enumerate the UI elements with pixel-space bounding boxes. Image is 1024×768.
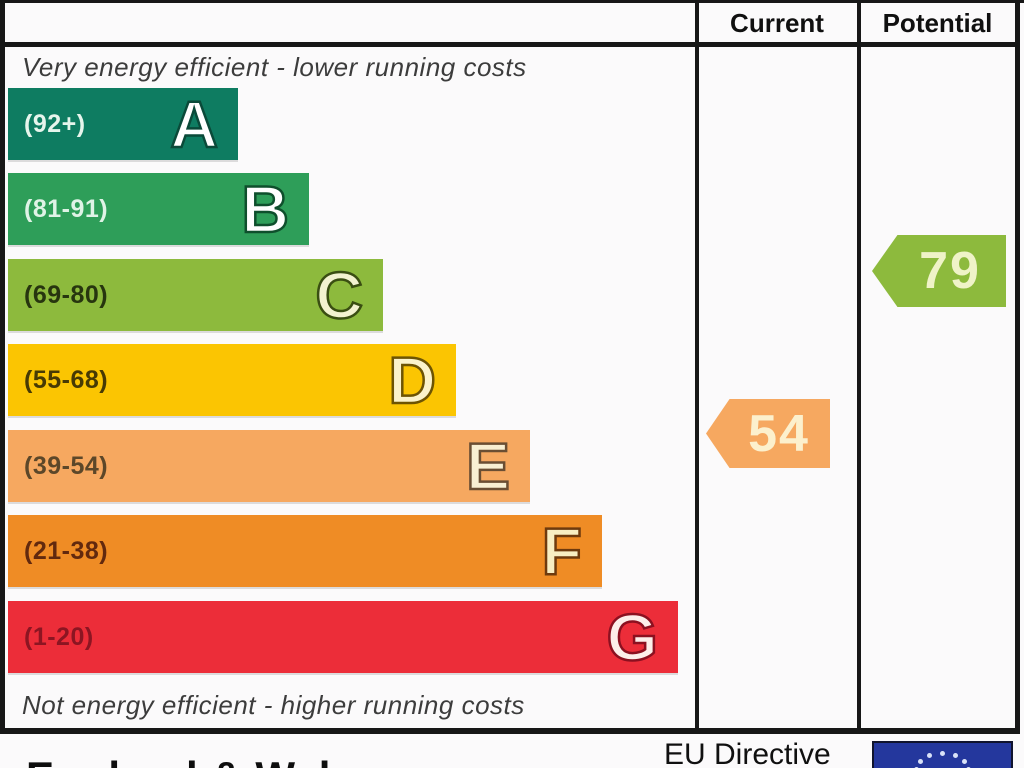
band-g-range: (1-20) — [24, 622, 94, 651]
band-c-range: (69-80) — [24, 280, 109, 309]
current-column-divider — [695, 0, 699, 733]
band-f-letter: F — [540, 514, 583, 588]
band-d: (55-68) D — [8, 344, 456, 416]
band-f-range: (21-38) — [24, 536, 109, 565]
band-d-letter: D — [387, 343, 437, 417]
left-border — [0, 0, 5, 734]
band-d-range: (55-68) — [24, 365, 109, 394]
band-b-range: (81-91) — [24, 194, 109, 223]
header-divider-line — [0, 42, 1020, 47]
current-rating-value: 54 — [748, 404, 810, 463]
top-caption: Very energy efficient - lower running co… — [22, 52, 527, 82]
potential-rating-value: 79 — [919, 242, 981, 300]
eu-flag-icon — [872, 741, 1013, 768]
eu-directive-label: EU Directive — [664, 738, 831, 768]
eu-flag-star — [918, 759, 923, 764]
bottom-caption: Not energy efficient - higher running co… — [22, 690, 525, 720]
potential-column-header: Potential — [882, 8, 993, 38]
band-a-letter: A — [169, 87, 219, 161]
band-g: (1-20) G — [8, 601, 678, 673]
top-border — [0, 0, 1024, 3]
eu-flag-star — [962, 759, 967, 764]
potential-column-divider — [857, 0, 861, 733]
band-e: (39-54) E — [8, 430, 530, 502]
right-border — [1015, 0, 1020, 733]
band-c: (69-80) C — [8, 259, 383, 331]
band-g-letter: G — [605, 600, 659, 674]
eu-flag-star — [953, 753, 958, 758]
band-e-letter: E — [465, 429, 512, 503]
band-c-letter: C — [314, 258, 364, 332]
eu-flag-star — [940, 751, 945, 756]
band-e-range: (39-54) — [24, 451, 109, 480]
current-column-header: Current — [730, 8, 824, 38]
band-a-range: (92+) — [24, 109, 86, 138]
band-b-letter: B — [240, 172, 290, 246]
region-title: England & Wales — [26, 753, 380, 768]
potential-rating-arrow: 79 — [872, 235, 1006, 307]
eu-flag-star — [927, 753, 932, 758]
bottom-border — [0, 728, 1020, 734]
band-f: (21-38) F — [8, 515, 602, 587]
band-b: (81-91) B — [8, 173, 309, 245]
current-rating-arrow: 54 — [706, 399, 830, 468]
band-a: (92+) A — [8, 88, 238, 160]
